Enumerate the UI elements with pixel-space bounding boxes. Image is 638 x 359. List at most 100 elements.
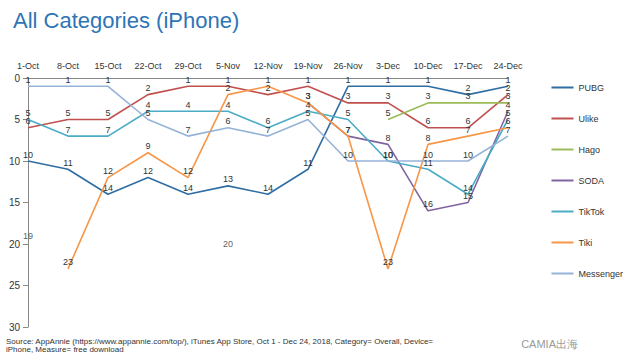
svg-text:7: 7 bbox=[65, 125, 70, 135]
svg-text:12-Nov: 12-Nov bbox=[253, 61, 283, 71]
svg-text:1: 1 bbox=[385, 75, 390, 85]
svg-text:2: 2 bbox=[265, 83, 271, 94]
svg-text:0: 0 bbox=[14, 73, 20, 84]
svg-text:2: 2 bbox=[465, 83, 471, 94]
svg-text:SODA: SODA bbox=[578, 176, 604, 186]
svg-text:1: 1 bbox=[225, 74, 231, 85]
svg-text:19: 19 bbox=[23, 231, 33, 241]
svg-text:1: 1 bbox=[265, 75, 270, 85]
svg-text:1: 1 bbox=[305, 75, 310, 85]
svg-text:15: 15 bbox=[9, 197, 21, 208]
svg-text:All Categories (iPhone): All Categories (iPhone) bbox=[13, 8, 239, 33]
svg-text:Source: AppAnnie (https://www.: Source: AppAnnie (https://www.appannie.c… bbox=[6, 336, 436, 346]
svg-text:5-Nov: 5-Nov bbox=[216, 61, 241, 71]
svg-text:23: 23 bbox=[383, 257, 393, 267]
svg-text:12: 12 bbox=[103, 166, 113, 176]
svg-text:8-Oct: 8-Oct bbox=[57, 61, 80, 71]
svg-text:1: 1 bbox=[425, 75, 430, 85]
svg-text:6: 6 bbox=[25, 116, 31, 127]
svg-text:11: 11 bbox=[303, 158, 312, 168]
svg-text:10: 10 bbox=[383, 150, 393, 160]
svg-text:14: 14 bbox=[103, 183, 113, 193]
svg-text:11: 11 bbox=[423, 157, 433, 168]
svg-text:5: 5 bbox=[14, 114, 20, 125]
svg-text:12: 12 bbox=[183, 166, 193, 176]
svg-text:20: 20 bbox=[223, 239, 233, 249]
svg-text:5: 5 bbox=[345, 108, 350, 118]
svg-text:16: 16 bbox=[423, 199, 433, 209]
svg-text:1-Oct: 1-Oct bbox=[17, 61, 40, 71]
svg-text:5: 5 bbox=[305, 108, 310, 118]
svg-text:29-Oct: 29-Oct bbox=[174, 61, 202, 71]
svg-text:17-Dec: 17-Dec bbox=[453, 61, 483, 71]
svg-text:7: 7 bbox=[345, 125, 350, 135]
svg-text:1: 1 bbox=[25, 75, 30, 85]
svg-text:7: 7 bbox=[465, 125, 470, 135]
svg-text:8: 8 bbox=[385, 133, 390, 143]
svg-text:3: 3 bbox=[345, 91, 350, 101]
svg-text:30: 30 bbox=[9, 322, 21, 333]
svg-text:1: 1 bbox=[345, 75, 350, 85]
svg-text:Tiki: Tiki bbox=[578, 238, 592, 248]
svg-text:PUBG: PUBG bbox=[578, 83, 604, 93]
svg-text:23: 23 bbox=[63, 257, 73, 267]
svg-text:26-Nov: 26-Nov bbox=[333, 61, 363, 71]
svg-text:10: 10 bbox=[423, 150, 433, 160]
svg-text:3: 3 bbox=[465, 91, 470, 101]
svg-text:6: 6 bbox=[465, 116, 471, 127]
svg-text:9: 9 bbox=[145, 141, 150, 151]
svg-text:TikTok: TikTok bbox=[578, 207, 604, 217]
svg-text:4: 4 bbox=[225, 100, 230, 110]
svg-text:5: 5 bbox=[145, 108, 150, 118]
svg-text:3: 3 bbox=[385, 91, 390, 101]
svg-text:12: 12 bbox=[143, 166, 153, 176]
svg-text:7: 7 bbox=[185, 125, 190, 135]
svg-text:14: 14 bbox=[183, 183, 193, 193]
svg-text:22-Oct: 22-Oct bbox=[134, 61, 162, 71]
svg-text:24-Dec: 24-Dec bbox=[493, 61, 523, 71]
svg-text:10: 10 bbox=[23, 150, 33, 160]
svg-text:3: 3 bbox=[305, 91, 310, 101]
svg-text:2: 2 bbox=[505, 83, 511, 94]
svg-text:20: 20 bbox=[9, 239, 21, 250]
svg-text:14: 14 bbox=[263, 183, 273, 193]
svg-text:6: 6 bbox=[425, 116, 430, 126]
svg-text:13: 13 bbox=[223, 174, 233, 184]
svg-text:15-Oct: 15-Oct bbox=[94, 61, 122, 71]
svg-text:8: 8 bbox=[425, 133, 430, 143]
svg-text:7: 7 bbox=[505, 125, 510, 135]
svg-text:6: 6 bbox=[225, 116, 230, 126]
svg-text:1: 1 bbox=[105, 75, 110, 85]
svg-text:7: 7 bbox=[345, 125, 350, 135]
svg-text:3: 3 bbox=[305, 91, 310, 101]
svg-text:11: 11 bbox=[63, 158, 72, 168]
svg-text:3: 3 bbox=[425, 91, 430, 101]
svg-text:19-Nov: 19-Nov bbox=[293, 61, 323, 71]
svg-text:5: 5 bbox=[385, 108, 390, 118]
svg-text:2: 2 bbox=[145, 83, 150, 93]
svg-text:2: 2 bbox=[225, 83, 230, 93]
svg-text:Hago: Hago bbox=[578, 145, 600, 155]
svg-text:1: 1 bbox=[505, 74, 511, 85]
svg-text:10: 10 bbox=[463, 150, 473, 160]
svg-text:10-Dec: 10-Dec bbox=[413, 61, 443, 71]
svg-text:5: 5 bbox=[65, 108, 70, 118]
svg-text:iPhone, Measure= free download: iPhone, Measure= free download bbox=[6, 345, 124, 354]
svg-text:1: 1 bbox=[185, 75, 190, 85]
svg-text:10: 10 bbox=[383, 150, 393, 160]
svg-text:1: 1 bbox=[65, 75, 70, 85]
svg-text:CAMIA出海: CAMIA出海 bbox=[521, 338, 578, 350]
svg-text:Ulike: Ulike bbox=[578, 114, 598, 124]
svg-text:5: 5 bbox=[25, 108, 30, 118]
svg-text:5: 5 bbox=[105, 108, 110, 118]
svg-text:7: 7 bbox=[265, 125, 270, 135]
svg-text:15: 15 bbox=[463, 191, 473, 201]
svg-text:7: 7 bbox=[105, 125, 110, 135]
svg-text:4: 4 bbox=[185, 100, 190, 110]
svg-text:10: 10 bbox=[9, 156, 21, 167]
svg-text:25: 25 bbox=[9, 280, 21, 291]
svg-text:Messenger: Messenger bbox=[578, 269, 623, 279]
svg-text:3-Dec: 3-Dec bbox=[376, 61, 401, 71]
svg-text:10: 10 bbox=[343, 150, 353, 160]
svg-text:14: 14 bbox=[463, 183, 473, 193]
